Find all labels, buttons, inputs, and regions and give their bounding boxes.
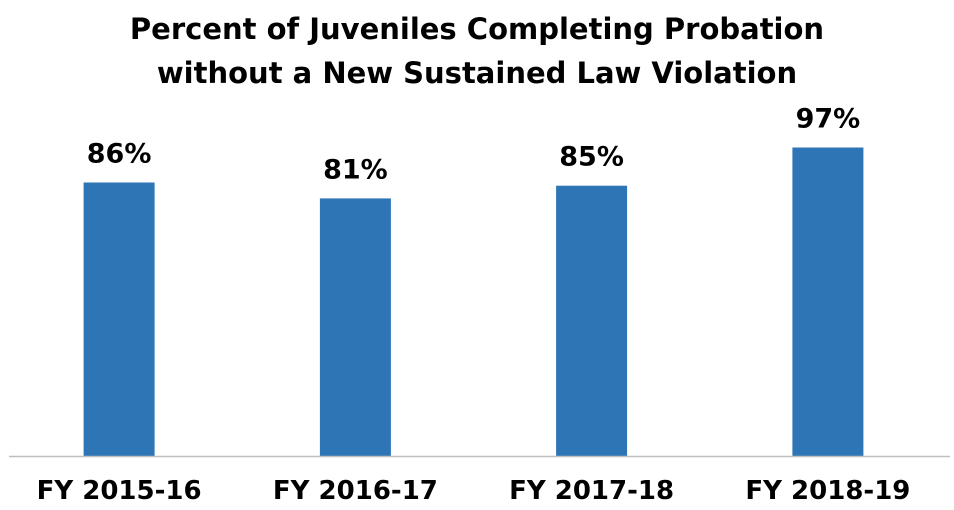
- x-tick-label: FY 2016-17: [273, 476, 438, 506]
- chart-title-line-1: Percent of Juveniles Completing Probatio…: [130, 12, 824, 46]
- bar-fy-2017-18: [556, 185, 628, 456]
- data-label: 86%: [87, 139, 152, 170]
- data-label: 81%: [323, 154, 388, 185]
- x-tick-label: FY 2017-18: [509, 476, 674, 506]
- bar-fy-2018-19: [792, 147, 864, 456]
- x-tick-label: FY 2015-16: [37, 476, 202, 506]
- data-label: 97%: [796, 104, 861, 135]
- data-labels-group: 86% 81% 85% 97%: [87, 104, 860, 186]
- x-axis-tick-labels: FY 2015-16 FY 2016-17 FY 2017-18 FY 2018-19: [37, 476, 911, 506]
- data-label: 85%: [559, 142, 624, 173]
- bar-fy-2016-17: [319, 198, 391, 456]
- x-tick-label: FY 2018-19: [745, 476, 910, 506]
- bars-group: [83, 147, 864, 456]
- bar-fy-2015-16: [83, 182, 155, 456]
- chart-title-line-2: without a New Sustained Law Violation: [157, 56, 797, 90]
